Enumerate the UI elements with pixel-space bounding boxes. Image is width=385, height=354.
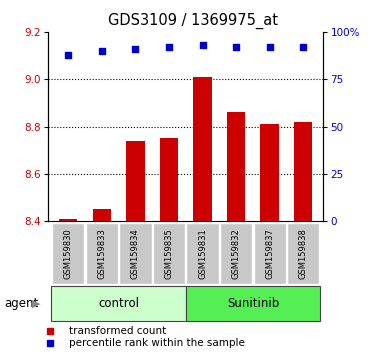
Text: GDS3109 / 1369975_at: GDS3109 / 1369975_at [107, 12, 278, 29]
Bar [227, 112, 245, 221]
Bar [160, 138, 178, 221]
Bar [59, 219, 77, 221]
Text: GSM159835: GSM159835 [164, 228, 174, 279]
Bar [261, 124, 279, 221]
Bar [93, 210, 111, 221]
Bar [294, 122, 313, 221]
FancyBboxPatch shape [119, 223, 152, 284]
FancyBboxPatch shape [254, 223, 286, 284]
Text: GSM159832: GSM159832 [232, 228, 241, 279]
Text: agent: agent [4, 297, 38, 310]
Bar [126, 141, 145, 221]
Point [199, 42, 206, 48]
FancyBboxPatch shape [287, 223, 320, 284]
Point [65, 52, 71, 57]
Bar [193, 77, 212, 221]
FancyBboxPatch shape [220, 223, 252, 284]
Point [166, 44, 172, 50]
FancyBboxPatch shape [186, 223, 219, 284]
Text: GSM159834: GSM159834 [131, 228, 140, 279]
Point [300, 44, 306, 50]
FancyBboxPatch shape [186, 286, 320, 321]
Text: GSM159837: GSM159837 [265, 228, 274, 279]
Text: GSM159830: GSM159830 [64, 228, 73, 279]
Point [266, 44, 273, 50]
Point [233, 44, 239, 50]
Point [132, 46, 139, 52]
FancyBboxPatch shape [52, 286, 186, 321]
Text: GSM159838: GSM159838 [299, 228, 308, 279]
FancyBboxPatch shape [153, 223, 185, 284]
Text: ▶: ▶ [32, 298, 41, 309]
Text: Sunitinib: Sunitinib [227, 297, 279, 310]
Text: transformed count: transformed count [69, 326, 167, 336]
Point [99, 48, 105, 54]
Text: control: control [98, 297, 139, 310]
Text: percentile rank within the sample: percentile rank within the sample [69, 338, 245, 348]
FancyBboxPatch shape [86, 223, 118, 284]
Text: GSM159833: GSM159833 [97, 228, 106, 279]
FancyBboxPatch shape [52, 223, 84, 284]
Text: GSM159831: GSM159831 [198, 228, 207, 279]
